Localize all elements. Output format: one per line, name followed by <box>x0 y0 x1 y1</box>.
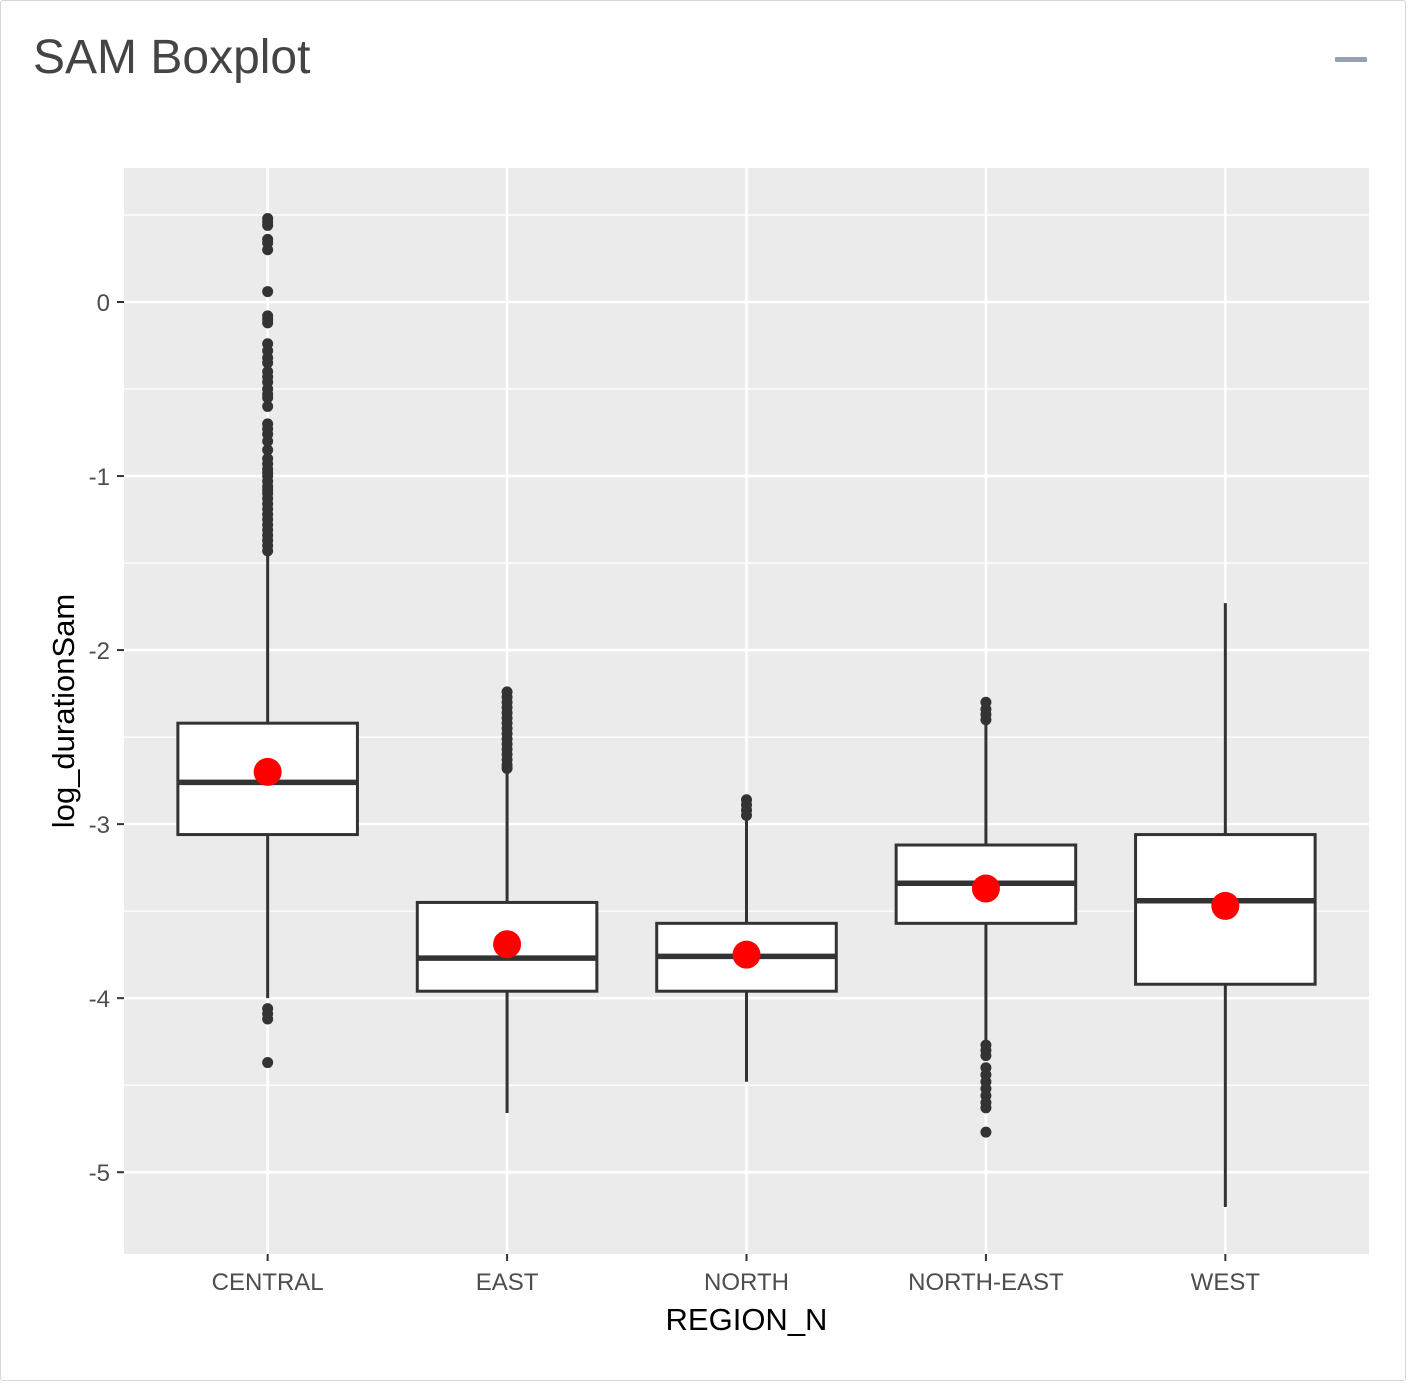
x-tick-label: NORTH-EAST <box>908 1269 1064 1296</box>
y-tick-label: -2 <box>89 638 110 665</box>
y-tick-label: -1 <box>89 464 110 491</box>
outlier-point <box>262 286 274 298</box>
x-axis: CENTRAL EAST NORTH NORTH-EAST WEST <box>212 1254 1261 1296</box>
x-tick-label: WEST <box>1191 1269 1261 1296</box>
box-north-east <box>894 696 1078 1138</box>
y-tick-label: -5 <box>89 1160 110 1187</box>
box-east <box>415 686 599 1114</box>
outlier-point <box>262 545 274 557</box>
outlier-point <box>262 444 274 456</box>
box-central <box>176 212 359 1069</box>
mean-point <box>493 930 522 959</box>
mean-point <box>732 940 761 969</box>
card-title: SAM Boxplot <box>33 31 311 84</box>
outlier-point <box>262 1057 274 1069</box>
collapse-button[interactable] <box>1327 41 1375 77</box>
outlier-point <box>262 435 274 447</box>
outlier-point <box>262 357 274 369</box>
y-tick-label: -4 <box>89 986 110 1013</box>
x-tick-label: EAST <box>476 1269 539 1296</box>
outlier-point <box>980 1102 992 1114</box>
mean-point <box>971 874 1000 903</box>
outlier-point <box>980 1126 992 1138</box>
outlier-point <box>262 400 274 412</box>
x-tick-label: CENTRAL <box>212 1269 324 1296</box>
outlier-point <box>262 219 274 231</box>
outlier-point <box>980 714 992 726</box>
boxes <box>176 212 1317 1208</box>
x-tick-label: NORTH <box>704 1269 789 1296</box>
minus-icon <box>1335 57 1367 62</box>
y-axis: 0 -1 -2 -3 -4 -5 <box>89 290 124 1187</box>
outlier-point <box>262 392 274 404</box>
x-axis-title: REGION_N <box>666 1302 828 1337</box>
y-axis-title: log_durationSam <box>46 594 81 828</box>
box-west <box>1134 603 1317 1208</box>
outlier-point <box>262 244 274 256</box>
outlier-point <box>741 809 752 821</box>
outlier-point <box>262 317 274 329</box>
mean-point <box>253 757 282 786</box>
y-tick-label: -3 <box>89 812 110 839</box>
mean-point <box>1211 891 1240 920</box>
y-tick-label: 0 <box>97 290 110 317</box>
outlier-point <box>262 1013 274 1025</box>
outlier-point <box>980 1050 992 1062</box>
outlier-point <box>501 762 513 774</box>
box-north <box>655 794 838 1082</box>
